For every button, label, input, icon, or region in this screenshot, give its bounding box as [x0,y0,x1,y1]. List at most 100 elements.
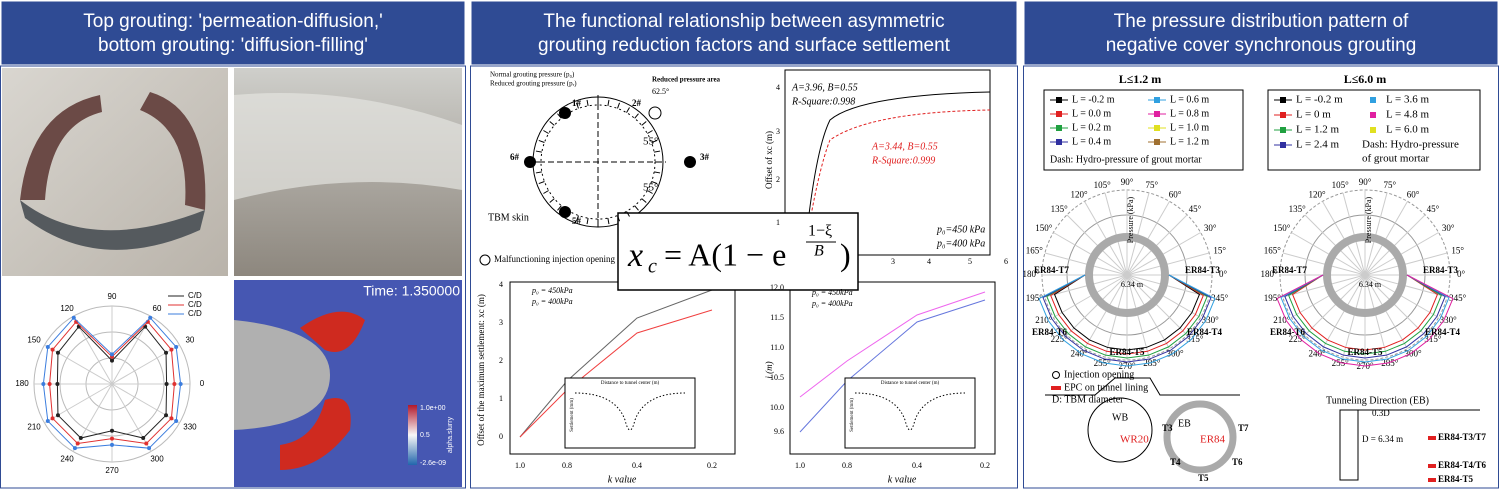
label: 11.0 [770,343,784,352]
legend-marker [1154,97,1160,103]
label: T7 [1238,423,1249,433]
pressure-arrow [651,181,658,185]
series [519,309,713,438]
label: D = 6.34 m [1362,434,1403,444]
label: 0 [200,379,205,388]
label: 1 [499,394,503,403]
label: L≤6.0 m [1344,72,1387,86]
label: TBM skin [488,212,529,223]
polar-spoke [1104,192,1128,276]
pressure-arrow [538,181,545,185]
polar-spoke [1066,214,1128,276]
legend-marker [1280,112,1286,118]
label: L≤1.2 m [1119,72,1162,86]
label: A=3.44, B=0.55 [871,141,938,152]
legend-marker [1280,127,1286,133]
pressure-arrow [647,130,653,134]
label: L = 1.2 m [1296,124,1340,136]
label: Settlement (mm) [570,398,575,432]
pressure-arrow [654,150,661,153]
polar-spoke [1304,214,1366,276]
label: 75° [1384,180,1397,190]
label: 165° [1026,245,1044,255]
label: 195° [1264,293,1282,303]
pressure-arrow [607,99,610,106]
label: 30° [1442,223,1455,233]
label: L = 6.0 m [1386,124,1430,136]
label: 1# [572,98,582,108]
label: 90° [1359,177,1372,187]
polar-point [45,419,50,424]
label: L = 0.0 m [1072,108,1111,119]
frame [0,65,466,489]
pressure-arrow [607,218,610,225]
label: 180° [1022,269,1040,279]
colorbar [408,405,417,465]
label: ER84-T5 [1438,474,1474,484]
pressure-arrow [641,121,647,126]
label: 330° [1202,315,1220,325]
label: ER84-T6 [1032,327,1068,337]
pipe [234,93,462,200]
label: p₀ = 400kPa [811,299,853,308]
polar-point [75,441,80,446]
label: of grout mortar [1362,153,1430,165]
label: 285° [1381,358,1399,368]
label: Tunneling Direction (EB) [1326,395,1429,406]
polar-spoke [1126,274,1210,298]
label: ) [840,236,851,272]
pressure-arrow [586,99,589,106]
legend-marker [1370,112,1376,118]
label: 270 [105,466,119,475]
label: L = 0.4 m [1072,136,1111,147]
header-3 [1023,0,1499,66]
inset [844,377,976,449]
label: p₀=450 kPa [936,224,985,235]
label: 5 [968,257,972,266]
epc [1428,478,1436,482]
legend-marker [1051,386,1061,390]
polar-spoke [111,383,180,424]
label: 0.5 [420,432,430,439]
polar-point [164,350,169,355]
label: ER84-T5 [1347,347,1383,357]
legend-marker [1056,111,1062,117]
label: 1 [776,218,780,227]
polar-spoke [44,344,113,385]
label: T5 [1198,473,1209,483]
polar-point [110,442,114,447]
label: ER84-T3 [1185,265,1221,275]
label: c [648,256,657,278]
label: 1.0 [515,461,525,470]
label: ER84-T3/T7 [1438,432,1487,442]
polar-spoke [1084,274,1128,349]
label: R-Square:0.998 [791,96,855,107]
label: 5# [572,216,582,226]
header-2-line: grouting reduction factors and surface s… [538,35,951,56]
label: 60° [1407,189,1420,199]
pressure-arrow [575,215,579,222]
label: 210° [1273,315,1291,325]
pressure-arrow [651,139,658,143]
header-1 [0,0,466,66]
polar-point [164,413,169,418]
label: L = 1.0 m [1170,122,1209,133]
label: Time: 1.350000 [363,283,460,299]
label: 120° [1070,189,1088,199]
label: 15° [1451,245,1464,255]
label: 0° [1219,269,1228,279]
polar-point [169,416,174,421]
polar-point [174,419,179,424]
formula-box [617,212,859,291]
label: 300 [150,454,164,463]
polar-spoke [1364,274,1448,298]
label: 105° [1332,180,1350,190]
series [799,299,986,433]
label: 180 [15,379,29,388]
label: ER84-T3 [1423,265,1459,275]
pressure-arrow [647,190,653,194]
label: i (m) [764,361,774,378]
label: 225° [1289,334,1307,344]
pressure-arrow [557,205,562,211]
